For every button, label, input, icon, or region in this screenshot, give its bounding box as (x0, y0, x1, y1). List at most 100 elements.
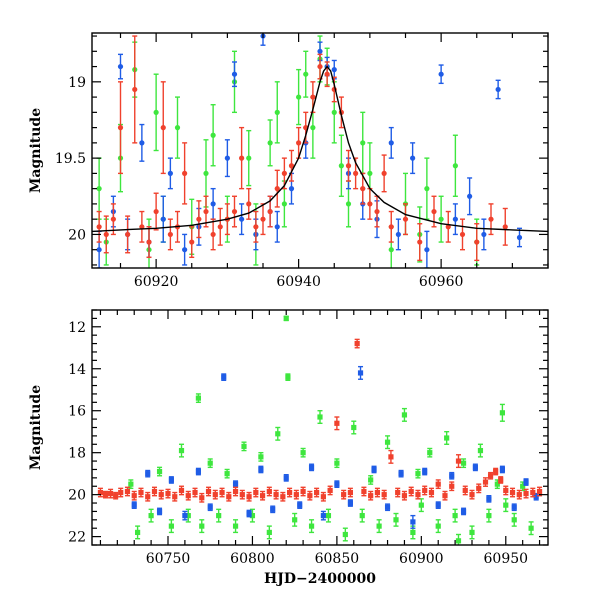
bottom-green-point (308, 519, 315, 534)
bottom-red-point (145, 491, 151, 502)
bottom-y-tick-label: 12 (68, 320, 86, 336)
bottom-blue-point (523, 478, 529, 486)
bottom-blue-point (131, 501, 137, 509)
bottom-red-point (408, 486, 414, 497)
top-green-point (360, 111, 366, 175)
top-x-tick-label: 60960 (419, 274, 464, 290)
bottom-red-point (361, 486, 367, 497)
bottom-x-tick-label: 60850 (315, 551, 360, 567)
bottom-green-point (275, 426, 281, 441)
bottom-red-point (259, 490, 266, 501)
bottom-blue-point (156, 507, 163, 516)
top-red-point (417, 223, 423, 262)
bottom-red-point (239, 489, 245, 500)
bottom-red-point (185, 490, 191, 501)
bottom-y-tick-label: 22 (68, 530, 86, 546)
bottom-green-point (460, 458, 467, 469)
bottom-red-point (493, 467, 499, 476)
top-blue-point (160, 195, 166, 243)
bottom-red-point (509, 487, 516, 498)
top-blue-point (495, 79, 501, 100)
top-red-point (125, 215, 131, 254)
top-x-tick-label: 60940 (276, 274, 321, 290)
top-blue-point (210, 187, 216, 220)
bottom-green-point (207, 458, 213, 469)
top-y-tick-label: 19 (68, 75, 86, 91)
top-green-point (153, 73, 159, 152)
top-green-point (424, 157, 430, 220)
bottom-red-point (469, 489, 475, 500)
bottom-green-point (359, 508, 365, 523)
bottom-green-point (503, 498, 509, 513)
bottom-y-tick-label: 14 (68, 362, 86, 378)
bottom-green-point (427, 447, 433, 458)
bottom-green-point (342, 527, 348, 542)
bottom-red-point (280, 491, 286, 502)
bottom-green-point (266, 525, 272, 540)
bottom-red-point (172, 491, 178, 502)
bottom-red-point (287, 487, 293, 498)
top-blue-point (452, 203, 458, 236)
bottom-red-point (449, 481, 455, 492)
bottom-blue-point (357, 365, 364, 380)
bottom-red-point (428, 487, 435, 498)
top-red-point (367, 187, 373, 220)
bottom-y-tick-label: 16 (68, 404, 86, 420)
bottom-red-point (354, 338, 360, 349)
top-blue-point (388, 126, 394, 159)
bottom-green-point (224, 468, 230, 479)
bottom-green-point (368, 475, 374, 485)
top-red-point (381, 154, 387, 193)
top-series-red (96, 35, 508, 262)
top-green-point (452, 134, 458, 197)
bottom-red-point (347, 487, 353, 498)
bottom-blue-point (297, 501, 303, 509)
bottom-red-point (388, 449, 394, 464)
bottom-green-point (334, 458, 340, 469)
top-red-point (132, 35, 138, 144)
bottom-red-point (435, 479, 441, 490)
bottom-green-point (511, 512, 517, 527)
bottom-green-point (285, 373, 291, 381)
bottom-red-point (226, 491, 232, 502)
top-red-point (317, 53, 323, 80)
bottom-green-point (452, 508, 458, 523)
top-red-point (345, 149, 352, 182)
bottom-blue-point (499, 465, 505, 474)
top-red-point (203, 195, 209, 228)
bottom-red-point (212, 489, 218, 500)
top-blue-point (231, 61, 238, 88)
top-red-point (210, 218, 216, 251)
bottom-red-point (395, 487, 401, 498)
top-red-point (474, 223, 480, 262)
top-green-point (296, 68, 302, 126)
top-blue-point (438, 64, 444, 85)
bottom-red-point (334, 416, 340, 431)
top-plot-area (92, 33, 548, 268)
bottom-green-point (418, 498, 424, 513)
top-red-point (182, 142, 188, 205)
top-green-point (438, 195, 444, 243)
bottom-red-point (113, 491, 119, 500)
bottom-blue-point (221, 373, 227, 381)
bottom-blue-point (486, 494, 492, 503)
bottom-green-point (351, 420, 357, 435)
bottom-green-point (415, 468, 421, 479)
top-blue-point (467, 177, 473, 216)
top-red-point (402, 203, 409, 236)
bottom-red-point (307, 490, 313, 501)
bottom-red-point (124, 486, 131, 497)
bottom-red-point (102, 490, 109, 499)
bottom-green-point (292, 512, 298, 527)
bottom-red-point (516, 489, 522, 500)
bottom-blue-point (410, 514, 416, 529)
top-red-point (488, 203, 494, 236)
bottom-red-point (498, 476, 504, 484)
bottom-blue-point (232, 480, 239, 488)
top-red-point (167, 218, 173, 251)
top-red-point (274, 169, 280, 208)
top-series-green (96, 35, 480, 268)
top-green-point (338, 134, 344, 197)
top-blue-point (239, 203, 245, 236)
